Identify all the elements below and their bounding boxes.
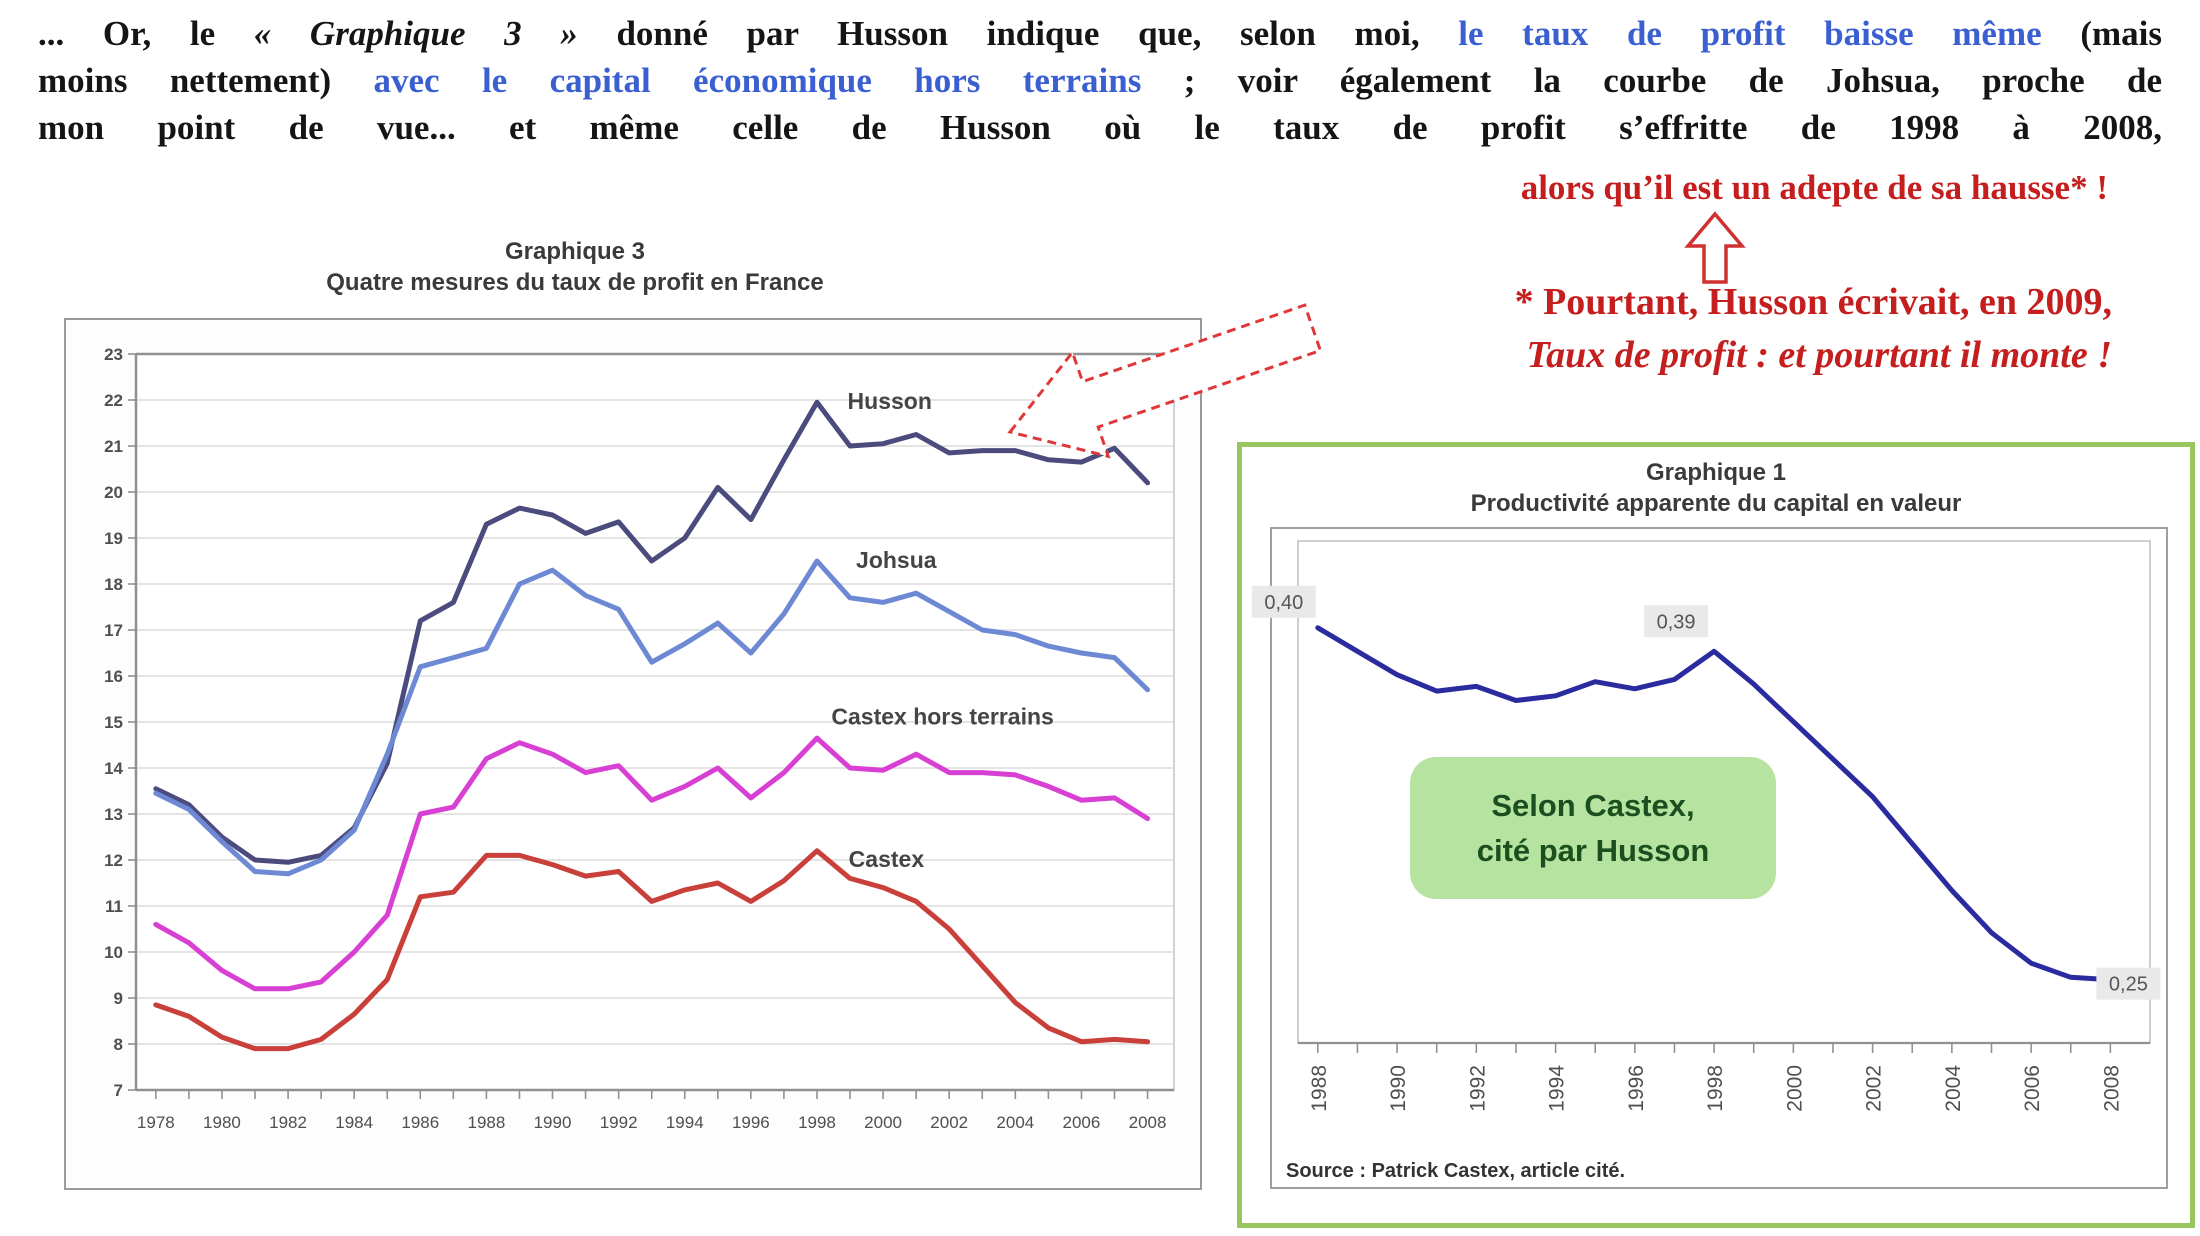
y-axis-label: 17 — [104, 621, 123, 640]
y-axis-label: 11 — [105, 897, 123, 916]
text-segment: ... Or, le — [38, 14, 254, 53]
x-axis-label: 2008 — [2100, 1065, 2123, 1112]
productivity-line — [1315, 625, 2113, 983]
y-axis-label: 13 — [104, 805, 123, 824]
x-axis-label: 1986 — [401, 1113, 439, 1132]
point-label-box — [1251, 585, 1316, 618]
x-axis-label: 1982 — [269, 1113, 307, 1132]
chart3-plot: 7 8 9 10 11 12 13 14 15 16 17 18 19 20 21 22 23 1978 1980 1… — [104, 345, 1175, 1132]
paragraph-line-2: moins nettement) avec le capital économi… — [38, 57, 2162, 104]
x-axis-label: 1998 — [798, 1113, 836, 1132]
x-axis-label: 2004 — [1942, 1065, 1965, 1112]
text-segment-italic: « Graphique 3 » — [253, 14, 578, 53]
y-axis-label: 21 — [104, 437, 123, 456]
series-label-husson: Husson — [848, 388, 932, 414]
chart1-title-line1: Graphique 1 — [1645, 459, 1787, 486]
x-axis-label: 1998 — [1704, 1065, 1727, 1112]
point-label: 0,25 — [2109, 974, 2148, 996]
y-axis-label: 23 — [104, 345, 123, 364]
text-segment: (mais — [2041, 14, 2162, 53]
chart1-title-line2: Productivité apparente du capital en val… — [1470, 490, 1962, 517]
x-axis-label: 1988 — [1308, 1065, 1331, 1112]
point-label-box — [1644, 605, 1709, 638]
series-label-johsua: Johsua — [856, 547, 937, 573]
chart3-title-line2: Quatre mesures du taux de profit en Fran… — [326, 269, 824, 296]
y-axis-label: 14 — [104, 759, 123, 778]
red-note: * Pourtant, Husson écrivait, en 2009, Ta… — [1152, 276, 2112, 382]
x-axis-label: 2002 — [930, 1113, 968, 1132]
point-label-box — [2096, 967, 2161, 1000]
red-annotation-line: alors qu’il est un adepte de sa hausse* … — [1520, 168, 2108, 207]
series-label-castex-hors-terrains: Castex hors terrains — [831, 703, 1053, 729]
x-axis-label: 1992 — [1466, 1065, 1489, 1112]
x-axis-label: 2002 — [1863, 1065, 1886, 1112]
x-axis-label: 1988 — [467, 1113, 505, 1132]
x-axis-label: 1984 — [335, 1113, 373, 1132]
y-axis-label: 7 — [114, 1081, 123, 1100]
x-axis-label: 1990 — [1387, 1065, 1410, 1112]
x-axis-label: 2008 — [1129, 1113, 1167, 1132]
x-axis-label: 1978 — [137, 1113, 175, 1132]
text-segment-blue: avec le capital économique hors terrains — [373, 61, 1142, 100]
text-segment: mon point de vue... et même celle de Hus… — [38, 108, 2162, 147]
y-axis-label: 10 — [104, 943, 123, 962]
y-axis-label: 20 — [104, 483, 123, 502]
y-axis-label: 18 — [104, 575, 123, 594]
red-note-line-2: Taux de profit : et pourtant il monte ! — [1526, 334, 2112, 376]
chart3-title-line1: Graphique 3 — [504, 238, 646, 265]
y-axis-label: 16 — [104, 667, 123, 686]
castex-hors-terrains-line — [153, 735, 1151, 992]
johsua-line — [153, 558, 1151, 877]
y-axis-label: 9 — [114, 989, 123, 1008]
castex-line — [153, 848, 1151, 1052]
up-arrow-icon — [1684, 211, 1746, 284]
chart1-annotation-box: Selon Castex, cité par Husson — [1410, 757, 1776, 899]
x-axis-label: 2000 — [864, 1113, 902, 1132]
y-axis-label: 22 — [104, 391, 123, 410]
text-segment: moins nettement) — [38, 61, 374, 100]
y-axis-label: 19 — [104, 529, 123, 548]
annotation-box-line2: cité par Husson — [1476, 833, 1710, 868]
paragraph-line-1: ... Or, le « Graphique 3 » donné par Hus… — [38, 10, 2162, 57]
chart1-frame: 1988 1990 1992 1994 1996 1998 2000 2002 2004 2006… — [1251, 527, 2168, 1189]
x-axis-label: 1994 — [1546, 1065, 1569, 1112]
chart1-title: Graphique 1 Productivité apparente du ca… — [1242, 457, 2190, 519]
chart3-title: Graphique 3 Quatre mesures du taux de pr… — [65, 236, 1085, 298]
x-axis-label: 2006 — [2021, 1065, 2044, 1112]
x-axis-label: 2000 — [1783, 1065, 1806, 1112]
x-axis-label: 2004 — [996, 1113, 1034, 1132]
x-axis-label: 1996 — [1625, 1065, 1648, 1112]
big-left-arrow-icon — [1007, 303, 1323, 459]
paragraph-line-3: mon point de vue... et même celle de Hus… — [38, 104, 2162, 151]
x-axis-label: 1980 — [203, 1113, 241, 1132]
x-axis-label: 2006 — [1063, 1113, 1101, 1132]
y-axis-label: 8 — [114, 1035, 123, 1054]
text-segment: donné par Husson indique que, selon moi, — [577, 14, 1459, 53]
text-segment: ; voir également la courbe de Johsua, pr… — [1141, 61, 2162, 100]
x-axis-label: 1992 — [600, 1113, 638, 1132]
intro-paragraph: ... Or, le « Graphique 3 » donné par Hus… — [38, 10, 2162, 151]
annotation-box-line1: Selon Castex, — [1491, 788, 1695, 823]
x-axis-label: 1990 — [534, 1113, 572, 1132]
series-label-castex: Castex — [849, 846, 925, 872]
x-axis-label: 1994 — [666, 1113, 704, 1132]
x-axis-label: 1996 — [732, 1113, 770, 1132]
chart1-source: Source : Patrick Castex, article cité. — [1286, 1160, 1626, 1182]
chart3-panel: 7 8 9 10 11 12 13 14 15 16 17 18 19 20 21 22 23 1978 1980 1… — [64, 318, 1202, 1190]
husson-line — [153, 399, 1151, 865]
y-axis-label: 12 — [104, 851, 123, 870]
chart1-panel: Graphique 1 Productivité apparente du ca… — [1237, 442, 2195, 1228]
red-note-line-1: * Pourtant, Husson écrivait, en 2009, — [1514, 281, 2112, 323]
point-label: 0,40 — [1264, 592, 1303, 614]
point-label: 0,39 — [1657, 611, 1696, 633]
y-axis-label: 15 — [104, 713, 123, 732]
text-segment-blue: le taux de profit baisse même — [1458, 14, 2042, 53]
